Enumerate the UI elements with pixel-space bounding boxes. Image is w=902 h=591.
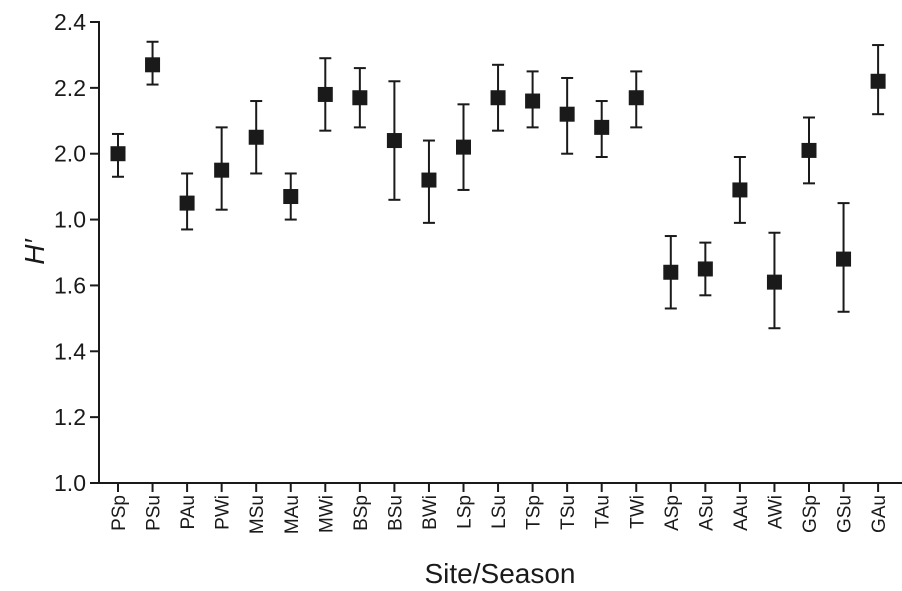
y-tick-label: 2.4 (54, 9, 86, 35)
data-point-group (663, 235, 679, 310)
data-point-group (317, 57, 333, 132)
data-point-group (248, 100, 264, 175)
x-tick-label: BSp (351, 495, 372, 531)
data-point-group (179, 172, 195, 231)
y-tick-label: 2.2 (54, 75, 86, 101)
data-point-marker (697, 261, 713, 277)
x-tick-label: PSu (144, 495, 165, 531)
x-tick-label: GAu (869, 495, 890, 533)
data-point-marker (628, 90, 644, 106)
data-point-group (145, 40, 161, 86)
x-tick-label: PSp (109, 495, 130, 531)
data-point-marker (145, 57, 161, 73)
x-tick-label: MSu (247, 495, 268, 534)
x-tick-label: LSu (489, 495, 510, 529)
data-point-group (801, 116, 817, 185)
data-point-marker (801, 142, 817, 158)
data-point-group (766, 231, 782, 330)
data-point-group (697, 241, 713, 297)
x-tick-label: MWi (316, 495, 337, 533)
x-axis-ticks: PSp PSu PAu PWi MSu MAu MWi BSp BSu BWi LSp LSu TSp T… (109, 483, 890, 534)
y-tick-label: 1.4 (54, 338, 86, 364)
x-tick-label: PAu (178, 495, 199, 530)
x-tick-label: GSu (835, 495, 856, 533)
y-tick-label: 2.0 (54, 141, 86, 167)
x-tick-label: LSp (455, 495, 476, 529)
x-tick-label: GSp (800, 495, 821, 533)
data-point-marker (421, 172, 437, 188)
x-tick-label: MAu (282, 495, 303, 534)
data-point-marker (179, 195, 195, 211)
data-point-marker (110, 146, 126, 162)
x-tick-label: TAu (593, 495, 614, 528)
data-point-marker (559, 106, 575, 122)
y-axis-ticks: 1.0 1.2 1.4 1.6 1.0 2.0 2.2 2.4 (54, 9, 99, 496)
x-tick-label: BWi (420, 495, 441, 530)
data-point-marker (248, 129, 264, 145)
data-point-group (490, 63, 506, 132)
data-point-group (283, 172, 299, 221)
data-point-group (836, 202, 852, 313)
x-tick-label: ASp (662, 495, 683, 531)
data-point-group (214, 126, 230, 211)
data-points (110, 40, 886, 330)
y-tick-label: 1.2 (54, 404, 86, 430)
data-point-marker (386, 133, 402, 149)
data-point-marker (456, 139, 471, 155)
data-point-marker (870, 73, 886, 89)
data-point-marker (836, 251, 852, 267)
data-point-marker (352, 90, 368, 106)
y-tick-label: 1.6 (54, 272, 86, 298)
data-point-marker (214, 162, 230, 178)
data-point-group (594, 100, 610, 159)
data-point-marker (594, 119, 610, 135)
data-point-group (628, 70, 644, 129)
data-point-group (352, 67, 368, 129)
y-axis-title: H′ (19, 238, 50, 265)
data-point-group (559, 76, 575, 155)
data-point-group (525, 70, 541, 129)
data-point-group (110, 132, 126, 178)
x-tick-label: AAu (731, 495, 752, 531)
x-tick-label: TSp (524, 495, 545, 530)
x-tick-label: PWi (213, 495, 234, 530)
x-tick-label: TSu (558, 495, 579, 530)
data-point-marker (525, 93, 541, 109)
data-point-marker (490, 90, 506, 106)
data-point-marker (663, 264, 679, 280)
x-axis-title: Site/Season (425, 558, 576, 589)
y-tick-label: 1.0 (54, 470, 86, 496)
data-point-marker (283, 189, 299, 205)
data-point-marker (766, 274, 782, 290)
data-point-marker (732, 182, 748, 198)
x-tick-label: ASu (696, 495, 717, 531)
data-point-group (456, 103, 471, 191)
data-point-marker (317, 86, 333, 102)
data-point-group (386, 80, 402, 201)
data-point-group (421, 139, 437, 224)
data-point-group (732, 156, 748, 224)
data-point-group (870, 44, 886, 116)
x-tick-label: BSu (385, 495, 406, 531)
x-tick-label: TWi (627, 495, 648, 529)
x-tick-label: AWi (765, 495, 786, 529)
y-tick-label: 1.0 (54, 207, 86, 233)
